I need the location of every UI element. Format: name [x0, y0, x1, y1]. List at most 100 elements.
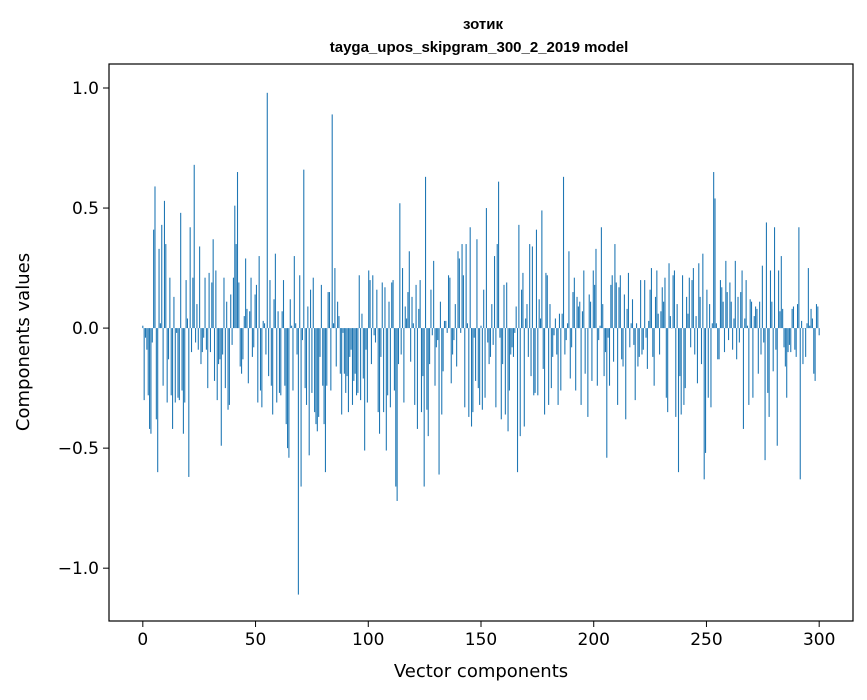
bar [383, 328, 384, 412]
bar [288, 328, 289, 458]
bar [513, 328, 514, 357]
bar [284, 328, 285, 386]
bar [390, 328, 391, 407]
bar [456, 328, 457, 366]
bar [286, 328, 287, 424]
bar [299, 275, 300, 328]
bar [747, 326, 748, 328]
bar [292, 328, 293, 390]
bar [621, 328, 622, 359]
bar [819, 328, 820, 335]
bar [620, 275, 621, 328]
bar [790, 328, 791, 352]
bar [710, 328, 711, 407]
bar [563, 177, 564, 328]
bar [267, 93, 268, 328]
bar [617, 328, 618, 405]
bar [144, 328, 145, 400]
bar [378, 328, 379, 412]
bar [347, 328, 348, 376]
bar [164, 201, 165, 328]
bar [462, 244, 463, 328]
bar [371, 328, 372, 364]
bar [645, 328, 646, 338]
bar [813, 328, 814, 374]
bar [518, 225, 519, 328]
bar [249, 311, 250, 328]
bar [480, 326, 481, 328]
x-tick-label: 200 [578, 630, 610, 650]
bar [495, 328, 496, 407]
bar [583, 270, 584, 328]
bar [295, 323, 296, 328]
bar [282, 311, 283, 328]
bar [604, 328, 605, 376]
bar [236, 244, 237, 328]
bar [697, 328, 698, 383]
bar [269, 280, 270, 328]
bar [633, 328, 634, 345]
bar [306, 328, 307, 405]
bar [192, 278, 193, 328]
bar [398, 328, 399, 364]
bar [401, 328, 402, 354]
bar [319, 328, 320, 357]
bar [448, 275, 449, 328]
bar [264, 323, 265, 328]
bar [294, 256, 295, 328]
bar [290, 299, 291, 328]
bar [522, 273, 523, 328]
bar [452, 328, 453, 354]
bar [502, 328, 503, 364]
bar [169, 278, 170, 328]
bar [449, 278, 450, 328]
bar [694, 328, 695, 354]
bar [702, 254, 703, 328]
bar [380, 328, 381, 357]
bar [755, 306, 756, 328]
bar [474, 328, 475, 338]
bar [758, 328, 759, 374]
bar [506, 282, 507, 328]
bar [567, 323, 568, 328]
bar [200, 328, 201, 364]
bar [705, 328, 706, 453]
y-tick-label: 0.5 [72, 199, 99, 219]
bar [811, 309, 812, 328]
bar [365, 328, 366, 350]
x-tick-label: 250 [690, 630, 722, 650]
bar [379, 328, 380, 434]
bar [766, 222, 767, 328]
bar [225, 328, 226, 388]
bar [760, 328, 761, 354]
bar [238, 282, 239, 328]
bar [265, 328, 266, 354]
bar [332, 114, 333, 328]
bar [520, 328, 521, 436]
bar [413, 323, 414, 328]
chart-title: зотик [463, 16, 503, 33]
bar [330, 328, 331, 390]
bar [422, 328, 423, 376]
bar [564, 328, 565, 354]
bar [406, 318, 407, 328]
bar [497, 244, 498, 328]
bar [146, 328, 147, 350]
bar [194, 165, 195, 328]
bar [683, 328, 684, 405]
bar [251, 278, 252, 328]
bar [163, 328, 164, 386]
bar [439, 328, 440, 474]
bar [375, 328, 376, 342]
bar [590, 302, 591, 328]
bar [537, 328, 538, 395]
bar [677, 304, 678, 328]
bar [482, 328, 483, 410]
bar [716, 323, 717, 328]
bar [549, 304, 550, 328]
bar [512, 328, 513, 347]
x-tick-label: 100 [352, 630, 384, 650]
bar [399, 203, 400, 328]
bar [727, 292, 728, 328]
bar [736, 328, 737, 359]
